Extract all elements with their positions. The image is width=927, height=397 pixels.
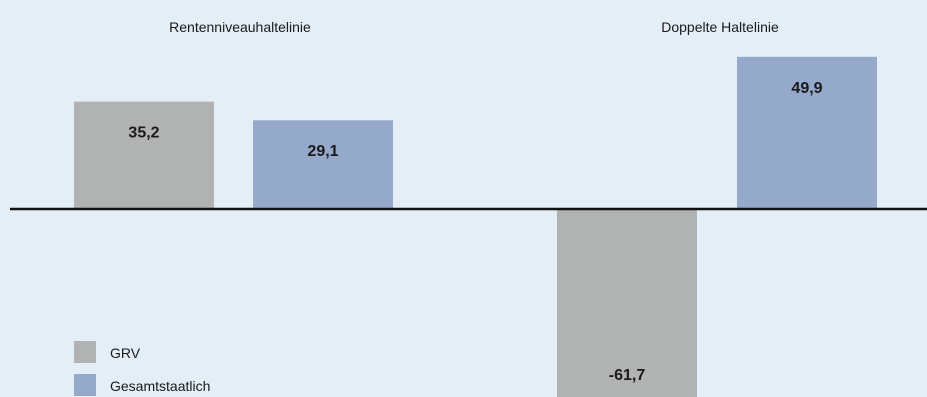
group-title: Doppelte Haltelinie: [661, 19, 779, 35]
labels-layer: Rentenniveauhaltelinie 35,2 29,1 Doppelte H…: [128, 19, 822, 384]
legend-swatch: [74, 374, 96, 396]
bar-value-label: 49,9: [791, 80, 822, 97]
legend-label: Gesamtstaatlich: [110, 378, 210, 394]
bar-grv: [74, 101, 214, 209]
group-title: Rentenniveauhaltelinie: [169, 19, 311, 35]
bar-value-label: 29,1: [307, 143, 338, 160]
legend-label: GRV: [110, 345, 141, 361]
bar-value-label: -61,7: [609, 367, 646, 384]
bar-value-label: 35,2: [128, 125, 159, 142]
bar-gesamtstaatlich: [253, 120, 393, 209]
bar-grv: [557, 209, 697, 397]
legend-swatch: [74, 341, 96, 363]
bars-layer: [74, 56, 877, 397]
bar-gesamtstaatlich: [737, 56, 877, 210]
legend: GRV Gesamtstaatlich: [74, 341, 210, 396]
